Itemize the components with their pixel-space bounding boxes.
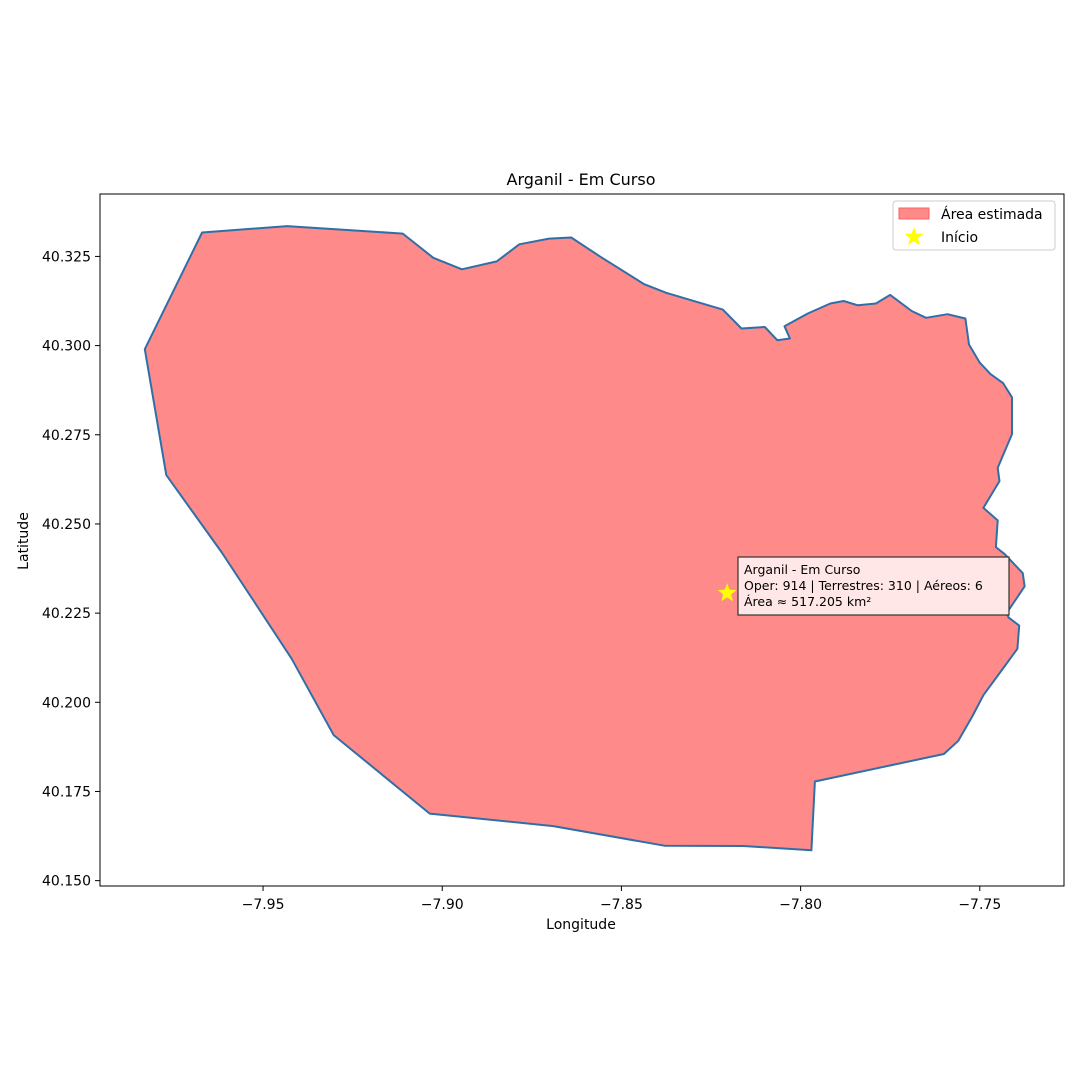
legend-label-start: Início [941, 230, 978, 246]
start-point-star-icon [717, 583, 737, 602]
y-tick-label: 40.175 [42, 784, 91, 800]
annotation-line-3: Área ≈ 517.205 km² [744, 594, 871, 609]
area-polygon [143, 225, 1026, 852]
legend-box [892, 200, 1056, 251]
y-tick-label: 40.275 [42, 428, 91, 444]
y-tick-label: 40.300 [42, 339, 91, 355]
y-tick-label: 40.150 [42, 874, 91, 890]
info-annotation: Arganil - Em Curso Oper: 914 | Terrestre… [737, 556, 1010, 616]
annotation-box [737, 556, 1010, 616]
y-tick-label: 40.250 [42, 517, 91, 533]
legend: Área estimada Início [892, 200, 1056, 251]
legend-patch-area [898, 207, 930, 220]
x-axis-ticks: −7.95 −7.90 −7.85 −7.80 −7.75 [242, 886, 1001, 913]
x-tick-label: −7.85 [600, 897, 643, 913]
y-tick-label: 40.200 [42, 695, 91, 711]
annotation-line-1: Arganil - Em Curso [744, 562, 860, 577]
legend-label-area: Área estimada [941, 206, 1043, 223]
y-axis-label: Latitude [16, 512, 32, 570]
y-tick-label: 40.325 [42, 249, 91, 265]
x-axis-label: Longitude [546, 917, 616, 933]
plot-area [143, 225, 1026, 852]
annotation-line-2: Oper: 914 | Terrestres: 310 | Aéreos: 6 [744, 578, 983, 593]
x-tick-label: −7.90 [421, 897, 464, 913]
map-title: Arganil - Em Curso [507, 170, 656, 189]
x-tick-label: −7.95 [242, 897, 285, 913]
x-tick-label: −7.75 [958, 897, 1001, 913]
y-tick-label: 40.225 [42, 606, 91, 622]
y-axis-ticks: 40.150 40.175 40.200 40.225 40.250 40.275 40.3… [42, 249, 100, 890]
x-tick-label: −7.80 [779, 897, 822, 913]
axes-frame [99, 193, 1065, 887]
legend-star-icon [904, 227, 924, 246]
